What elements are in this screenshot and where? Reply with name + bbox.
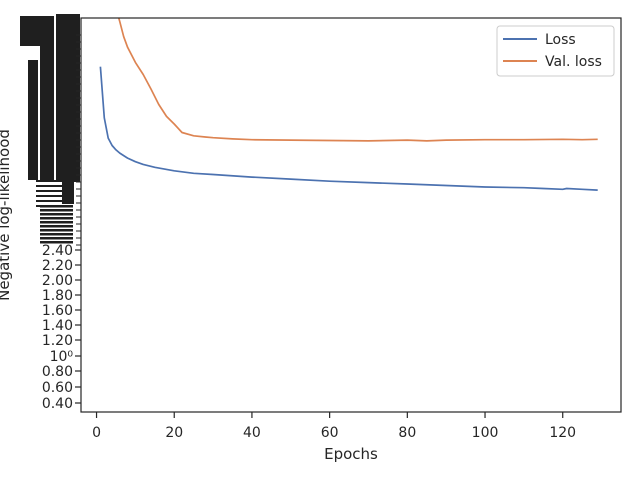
overlapping-tick-glyphs xyxy=(20,16,28,46)
overlapping-tick-glyphs xyxy=(36,205,72,207)
legend: Loss Val. loss xyxy=(496,25,615,77)
x-tick-label: 80 xyxy=(398,425,416,441)
x-tick-label: 60 xyxy=(321,425,339,441)
y-tick-label: 0.40 xyxy=(42,396,73,412)
legend-label-val-loss: Val. loss xyxy=(545,54,602,70)
overlapping-tick-glyphs xyxy=(40,233,73,236)
y-tick-labels: 0.400.600.8010⁰1.201.401.601.802.002.202… xyxy=(42,243,74,412)
overlapping-tick-glyphs xyxy=(40,213,73,216)
overlapping-tick-glyphs xyxy=(28,16,54,46)
y-tick-label: 0.60 xyxy=(42,380,73,396)
x-tick-label: 0 xyxy=(92,425,101,441)
y-axis-title: Negative log-likelihood xyxy=(0,129,13,301)
x-tick-labels: 0 20 40 60 80 100 120 xyxy=(92,425,576,441)
x-axis-title: Epochs xyxy=(324,445,378,463)
y-tick-marks xyxy=(75,34,81,404)
x-tick-label: 100 xyxy=(472,425,499,441)
y-tick-label: 1.80 xyxy=(42,288,73,304)
overlapping-tick-glyphs xyxy=(36,195,72,197)
overlapping-tick-glyphs xyxy=(40,209,73,212)
overlapping-tick-glyphs xyxy=(36,200,72,202)
overlapping-tick-glyphs xyxy=(40,221,73,224)
x-tick-label: 120 xyxy=(549,425,576,441)
overlapping-tick-glyphs xyxy=(36,180,72,182)
overlapping-tick-glyphs xyxy=(36,185,72,187)
plot-frame xyxy=(80,17,622,413)
overlapping-tick-glyphs xyxy=(40,241,73,244)
overlapping-tick-glyphs xyxy=(36,190,72,192)
legend-label-loss: Loss xyxy=(545,32,576,48)
series-line-val-loss xyxy=(117,18,598,142)
overlapping-tick-glyphs xyxy=(40,237,73,240)
x-tick-label: 20 xyxy=(165,425,183,441)
y-tick-label: 2.20 xyxy=(42,258,73,274)
series-lines xyxy=(99,18,598,191)
overlapping-tick-glyphs xyxy=(40,229,73,232)
overlapping-tick-glyphs xyxy=(40,20,54,180)
x-tick-marks xyxy=(95,412,564,418)
y-tick-label: 0.80 xyxy=(42,364,73,380)
y-tick-label: 1.40 xyxy=(42,318,73,334)
y-tick-label: 1.20 xyxy=(42,333,73,349)
y-tick-label: 2.40 xyxy=(42,243,73,259)
overlapping-y-tick-labels xyxy=(20,14,80,244)
series-line-loss xyxy=(99,66,598,191)
overlapping-tick-glyphs xyxy=(40,225,73,228)
y-tick-label: 2.00 xyxy=(42,273,73,289)
y-tick-label: 10⁰ xyxy=(50,349,74,365)
overlapping-tick-glyphs xyxy=(28,60,38,180)
overlapping-tick-glyphs xyxy=(40,217,73,220)
y-tick-label: 1.60 xyxy=(42,303,73,319)
x-tick-label: 40 xyxy=(243,425,261,441)
